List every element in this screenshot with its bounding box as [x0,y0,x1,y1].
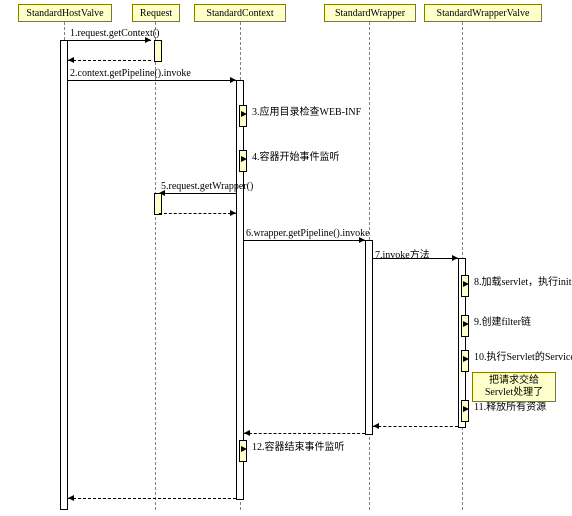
message-line-6 [159,213,236,214]
message-arrow-15 [241,446,247,452]
message-line-5 [159,193,236,194]
lifeline-p2 [155,22,156,510]
message-line-14 [244,433,365,434]
note: 把请求交给 Servlet处理了 [472,372,556,402]
activation-p3-3 [236,80,244,500]
participant-p4: StandardWrapper [324,4,416,22]
message-label-7: 6.wrapper.getPipeline().invoke [246,228,370,239]
message-label-8: 7.invoke方法 [375,246,430,261]
participant-p1: StandardHostValve [18,4,112,22]
message-label-15: 12.容器结束事件监听 [252,438,345,453]
message-arrow-12 [463,406,469,412]
message-arrow-10 [463,321,469,327]
message-arrow-2 [230,77,236,83]
message-arrow-13 [373,423,379,429]
activation-p1-0 [60,40,68,510]
participant-p2: Request [132,4,180,22]
message-label-4: 4.容器开始事件监听 [252,148,340,163]
activation-p2-1 [154,40,162,62]
message-line-7 [244,240,365,241]
message-line-0 [68,40,151,41]
message-label-2: 2.context.getPipeline().invoke [70,68,191,79]
message-arrow-8 [452,255,458,261]
activation-p4-7 [365,240,373,435]
message-label-0: 1.request.getContext() [70,28,159,39]
message-line-16 [68,498,236,499]
participant-p5: StandardWrapperValve [424,4,542,22]
message-line-13 [373,426,458,427]
message-label-10: 9.创建filter链 [474,313,531,328]
message-arrow-4 [241,156,247,162]
message-arrow-16 [68,495,74,501]
message-label-5: 5.request.getWrapper() [161,181,253,192]
message-arrow-3 [241,111,247,117]
message-label-9: 8.加载servlet，执行init方法 [474,273,572,288]
message-arrow-6 [230,210,236,216]
message-arrow-11 [463,356,469,362]
message-arrow-9 [463,281,469,287]
message-line-1 [68,60,151,61]
message-arrow-14 [244,430,250,436]
message-arrow-1 [68,57,74,63]
message-line-2 [68,80,236,81]
activation-p2-2 [154,193,162,215]
message-label-3: 3.应用目录检查WEB-INF [252,103,361,118]
participant-p3: StandardContext [194,4,286,22]
message-label-11: 10.执行Servlet的Service方法 [474,348,572,363]
